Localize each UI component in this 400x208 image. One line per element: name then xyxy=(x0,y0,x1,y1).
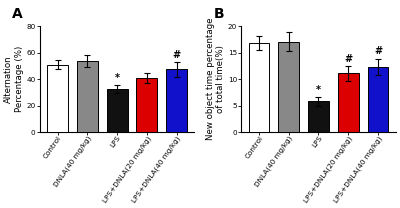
Bar xyxy=(368,67,388,132)
Y-axis label: New object time percentage
of total time(%): New object time percentage of total time… xyxy=(206,18,225,140)
Text: #: # xyxy=(172,50,181,60)
Text: #: # xyxy=(374,46,382,56)
Y-axis label: Alternation
Percentage (%): Alternation Percentage (%) xyxy=(4,46,24,112)
Bar xyxy=(77,61,98,132)
Bar xyxy=(338,73,359,132)
Text: *: * xyxy=(316,85,321,95)
Bar xyxy=(166,69,187,132)
Text: A: A xyxy=(12,7,23,21)
Text: B: B xyxy=(213,7,224,21)
Bar xyxy=(107,89,128,132)
Bar xyxy=(136,78,157,132)
Bar xyxy=(47,65,68,132)
Text: *: * xyxy=(115,73,120,83)
Bar xyxy=(278,42,299,132)
Text: #: # xyxy=(344,54,352,64)
Bar xyxy=(248,43,270,132)
Bar xyxy=(308,102,329,132)
